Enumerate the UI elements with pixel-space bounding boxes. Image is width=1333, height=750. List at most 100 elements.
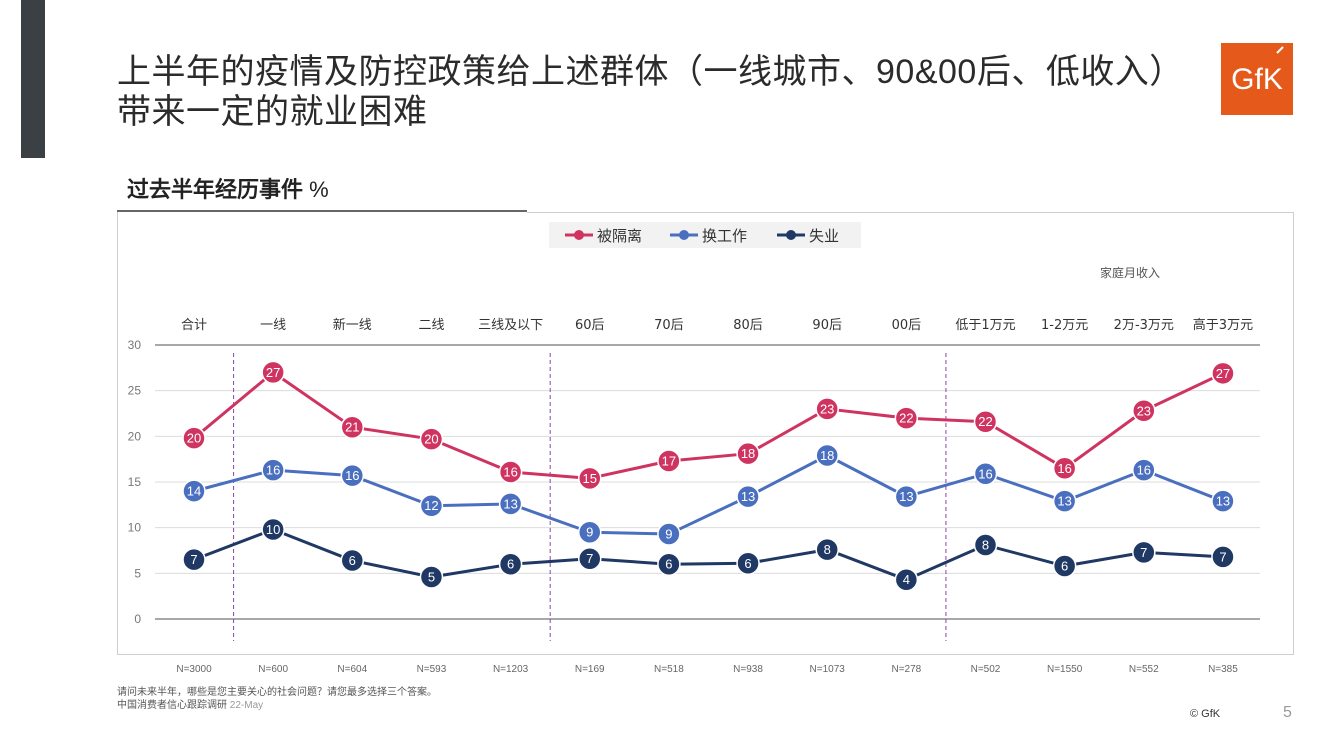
data-point <box>736 484 760 509</box>
footnote-source-text: 中国消费者信心跟踪调研 <box>117 700 227 711</box>
data-point <box>340 415 365 439</box>
category-label: 00后 <box>892 318 922 333</box>
sample-size-label: N=3000 <box>176 664 212 675</box>
sample-size-label: N=1073 <box>810 664 846 675</box>
data-label: 16 <box>503 464 517 479</box>
data-label: 21 <box>345 420 359 435</box>
data-label: 9 <box>665 527 672 542</box>
page-title: 上半年的疫情及防控政策给上述群体（一线城市、90&00后、低收入） 带来一定的就… <box>117 52 1184 132</box>
data-point <box>1211 489 1235 513</box>
category-label: 低于1万元 <box>955 318 1015 333</box>
legend-box <box>549 222 861 248</box>
data-label: 13 <box>1057 494 1071 509</box>
data-point <box>578 520 602 544</box>
data-label: 10 <box>266 522 280 537</box>
data-label: 16 <box>266 463 280 478</box>
legend-swatch-marker <box>679 230 689 240</box>
side-accent-bar <box>21 0 45 158</box>
sample-size-label: N=600 <box>258 664 288 675</box>
y-tick-label: 0 <box>134 612 141 626</box>
data-label: 23 <box>820 401 834 416</box>
data-label: 23 <box>1137 403 1151 418</box>
data-point <box>657 449 681 473</box>
chart-frame <box>117 212 1294 655</box>
data-label: 14 <box>187 484 201 499</box>
data-label: 27 <box>1216 366 1230 381</box>
data-point <box>419 565 444 589</box>
data-label: 8 <box>824 542 831 557</box>
footnote-date: 22-May <box>229 700 264 711</box>
data-label: 27 <box>266 365 280 380</box>
data-label: 6 <box>507 557 514 572</box>
data-label: 4 <box>903 572 910 587</box>
gfk-logo-stroke <box>1276 46 1284 54</box>
data-point <box>815 443 839 468</box>
sample-size-label: N=593 <box>417 664 447 675</box>
data-point <box>736 551 760 576</box>
data-point <box>1211 361 1235 386</box>
data-label: 16 <box>1057 461 1071 476</box>
legend-label: 被隔离 <box>597 227 642 245</box>
legend-swatch-marker <box>574 230 584 240</box>
data-label: 18 <box>820 448 834 463</box>
data-point <box>657 522 681 546</box>
data-label: 20 <box>187 431 201 446</box>
data-point <box>261 517 285 542</box>
data-label: 17 <box>662 453 676 468</box>
data-label: 16 <box>1137 463 1151 478</box>
data-point <box>657 552 681 576</box>
data-point <box>578 466 602 491</box>
data-point <box>261 458 285 482</box>
series-line <box>193 370 1224 480</box>
category-label: 2万-3万元 <box>1114 318 1174 333</box>
sample-size-label: N=502 <box>971 664 1001 675</box>
data-point <box>1132 458 1156 482</box>
legend-label: 失业 <box>809 227 839 245</box>
sample-size-label: N=518 <box>654 664 684 675</box>
chart-subtitle: 过去半年经历事件 % <box>127 172 329 204</box>
data-label: 16 <box>978 466 992 481</box>
y-tick-label: 30 <box>128 338 142 352</box>
series-line <box>193 527 1224 582</box>
data-point <box>736 441 760 466</box>
data-label: 15 <box>583 471 597 486</box>
data-label: 16 <box>345 468 359 483</box>
sample-size-label: N=938 <box>733 664 763 675</box>
sample-size-label: N=552 <box>1129 664 1159 675</box>
data-point <box>815 397 839 421</box>
data-label: 12 <box>424 498 438 513</box>
data-point <box>498 552 523 576</box>
y-tick-label: 10 <box>128 521 142 535</box>
y-tick-label: 25 <box>128 384 142 398</box>
data-point <box>419 493 444 518</box>
data-label: 18 <box>741 446 755 461</box>
data-point <box>1132 540 1156 565</box>
category-label: 70后 <box>654 318 684 333</box>
gfk-logo-text: GfK <box>1231 63 1283 96</box>
data-point <box>894 567 919 592</box>
data-label: 13 <box>1216 494 1230 509</box>
data-point <box>973 409 998 434</box>
group-label: 家庭月收入 <box>1100 265 1160 280</box>
data-point <box>261 360 285 385</box>
gfk-logo: GfK <box>1221 43 1293 115</box>
category-label: 高于3万元 <box>1193 317 1253 333</box>
sample-size-label: N=169 <box>575 664 605 675</box>
sample-size-label: N=604 <box>337 664 367 675</box>
data-label: 7 <box>1219 549 1226 564</box>
data-label: 13 <box>899 489 913 504</box>
data-label: 7 <box>190 552 197 567</box>
footnote-source: 中国消费者信心跟踪调研 22-May <box>117 696 263 711</box>
legend-label: 换工作 <box>702 227 747 245</box>
category-label: 1-2万元 <box>1041 318 1088 333</box>
data-point <box>498 492 523 516</box>
data-point <box>1052 489 1077 513</box>
page-title-line1: 上半年的疫情及防控政策给上述群体（一线城市、90&00后、低收入） <box>117 53 1184 91</box>
data-point <box>1052 554 1077 578</box>
category-label: 80后 <box>733 318 763 333</box>
data-point <box>973 462 998 486</box>
data-point <box>1132 399 1156 423</box>
data-point <box>182 426 206 450</box>
data-label: 9 <box>586 525 593 540</box>
